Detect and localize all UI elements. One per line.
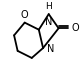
Text: O: O xyxy=(71,23,79,33)
Text: N: N xyxy=(45,17,52,27)
Text: H: H xyxy=(45,2,52,11)
Text: N: N xyxy=(47,44,54,54)
Text: O: O xyxy=(21,10,28,20)
